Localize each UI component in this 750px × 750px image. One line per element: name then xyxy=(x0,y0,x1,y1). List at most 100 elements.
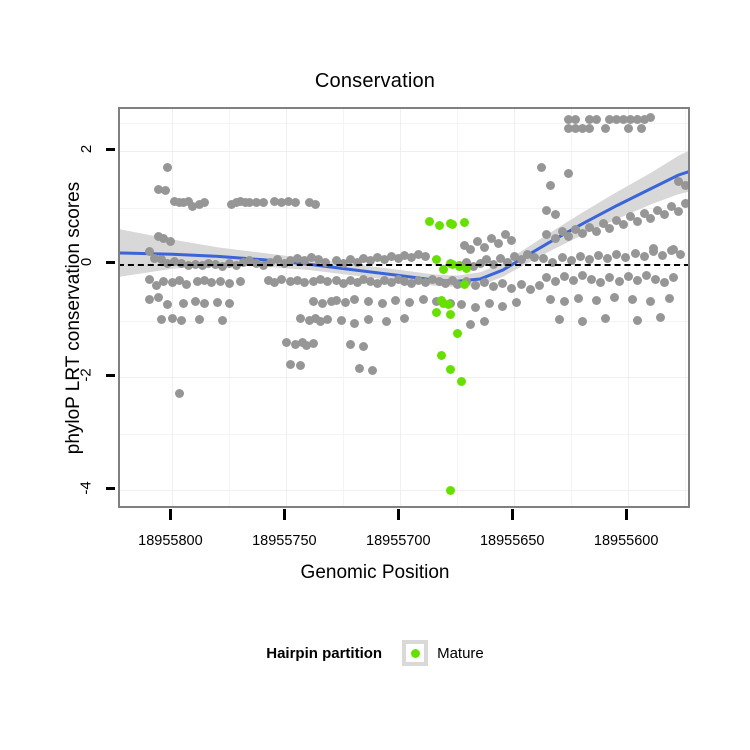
data-point-mature xyxy=(443,300,453,310)
data-point-other xyxy=(480,242,490,252)
x-tick-mark xyxy=(168,509,172,520)
data-point-other xyxy=(680,198,688,208)
data-point-other xyxy=(259,197,269,207)
data-point-other xyxy=(673,206,683,216)
data-point-other xyxy=(306,253,316,263)
legend-label-mature: Mature xyxy=(437,644,484,662)
data-point-other xyxy=(281,337,291,347)
data-point-other xyxy=(302,341,312,351)
data-point-other xyxy=(414,249,424,259)
data-point-other xyxy=(386,251,396,261)
data-point-other xyxy=(584,115,594,125)
data-point-other xyxy=(393,274,403,284)
data-point-other xyxy=(215,276,225,286)
data-point-other xyxy=(530,253,540,263)
data-point-other xyxy=(507,236,517,246)
data-point-other xyxy=(628,294,638,304)
data-point-other xyxy=(639,251,649,261)
data-point-other xyxy=(625,212,635,222)
data-point-other xyxy=(322,276,332,286)
data-point-other xyxy=(295,314,305,324)
data-point-mature xyxy=(432,308,442,318)
data-point-other xyxy=(596,277,606,287)
data-point-other xyxy=(516,280,526,290)
y-tick-label-text: 0 xyxy=(78,258,95,267)
data-point-other xyxy=(318,299,328,309)
y-tick-mark xyxy=(106,260,115,264)
data-point-other xyxy=(149,254,159,264)
data-point-other xyxy=(277,274,287,284)
data-point-other xyxy=(313,255,323,265)
data-point-other xyxy=(236,196,246,206)
data-point-other xyxy=(199,197,209,207)
data-point-other xyxy=(452,280,462,290)
data-point-other xyxy=(377,299,387,309)
data-point-other xyxy=(548,257,558,267)
data-point-other xyxy=(151,281,161,291)
data-point-mature xyxy=(461,264,471,274)
data-point-other xyxy=(525,284,535,294)
data-point-other xyxy=(550,210,560,220)
data-point-other xyxy=(167,314,177,324)
data-point-other xyxy=(571,124,581,134)
data-point-other xyxy=(359,342,369,352)
data-point-other xyxy=(327,297,337,307)
data-point-other xyxy=(546,180,556,190)
legend-title: Hairpin partition xyxy=(266,644,383,662)
data-point-other xyxy=(550,276,560,286)
data-point-other xyxy=(183,196,193,206)
data-point-other xyxy=(231,197,241,207)
data-point-other xyxy=(420,251,430,261)
y-tick-label: -2 xyxy=(74,362,100,388)
data-point-other xyxy=(512,298,522,308)
data-point-mature xyxy=(432,255,442,265)
data-point-other xyxy=(600,124,610,134)
data-point-other xyxy=(170,196,180,206)
data-point-other xyxy=(623,124,633,134)
data-point-other xyxy=(655,312,665,322)
y-tick-label: 0 xyxy=(74,249,100,275)
data-point-other xyxy=(541,273,551,283)
data-point-other xyxy=(311,199,321,209)
data-point-other xyxy=(578,317,588,327)
data-point-other xyxy=(236,276,246,286)
data-point-other xyxy=(167,277,177,287)
data-point-other xyxy=(382,317,392,327)
gridline-vertical xyxy=(628,109,630,506)
data-point-other xyxy=(145,294,155,304)
data-point-other xyxy=(669,273,679,283)
data-point-other xyxy=(338,258,348,268)
x-tick-label: 18955600 xyxy=(593,533,659,549)
data-point-other xyxy=(145,247,155,257)
data-point-other xyxy=(632,316,642,326)
data-point-other xyxy=(154,185,164,195)
data-point-mature xyxy=(455,262,465,272)
data-point-other xyxy=(163,300,173,310)
y-tick-mark xyxy=(106,373,115,377)
data-point-other xyxy=(352,277,362,287)
data-point-other xyxy=(400,250,410,260)
data-point-other xyxy=(190,297,200,307)
data-point-other xyxy=(156,255,166,265)
data-point-other xyxy=(224,299,234,309)
data-point-other xyxy=(559,297,569,307)
data-point-other xyxy=(420,277,430,287)
data-point-other xyxy=(480,317,490,327)
data-point-mature xyxy=(434,221,444,231)
data-point-other xyxy=(341,298,351,308)
data-point-other xyxy=(557,227,567,237)
gridline-horizontal-minor xyxy=(120,207,688,209)
gridline-horizontal xyxy=(120,151,688,153)
data-point-other xyxy=(639,208,649,218)
data-point-mature xyxy=(448,220,458,230)
legend-key-mature[interactable] xyxy=(402,640,429,666)
data-point-other xyxy=(407,279,417,289)
x-tick-mark xyxy=(396,509,400,520)
data-point-other xyxy=(345,340,355,350)
data-point-other xyxy=(165,237,175,247)
data-point-mature xyxy=(445,364,455,374)
data-point-other xyxy=(571,224,581,234)
data-point-other xyxy=(619,115,629,125)
data-point-other xyxy=(591,227,601,237)
